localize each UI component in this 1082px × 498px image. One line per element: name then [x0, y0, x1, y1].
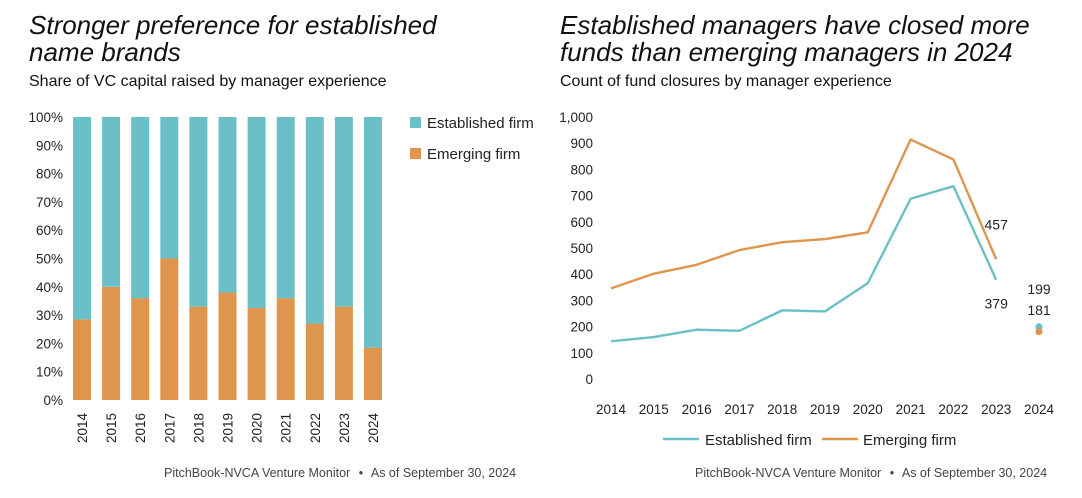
- bar-established-firm: [160, 117, 179, 259]
- right-source-separator: •: [889, 466, 895, 480]
- y-tick-label: 900: [570, 136, 593, 151]
- x-tick-label: 2017: [162, 413, 177, 443]
- left-title-line-2: name brands: [29, 37, 181, 67]
- left-chart-subtitle: Share of VC capital raised by manager ex…: [29, 73, 387, 90]
- x-tick-label: 2019: [221, 413, 236, 443]
- y-tick-label: 400: [570, 267, 593, 282]
- right-source-line: PitchBook-NVCA Venture Monitor • As of S…: [695, 466, 1047, 480]
- y-tick-label: 60%: [36, 223, 63, 238]
- x-tick-label: 2014: [596, 402, 627, 417]
- y-tick-label: 0: [585, 372, 593, 387]
- x-tick-label: 2019: [810, 402, 840, 417]
- bar-emerging-firm: [305, 323, 324, 400]
- x-tick-label: 2015: [639, 402, 669, 417]
- x-tick-label: 2016: [133, 413, 148, 443]
- x-tick-label: 2015: [104, 413, 119, 443]
- y-tick-label: 10%: [36, 365, 63, 380]
- bar-established-firm: [131, 117, 150, 299]
- y-tick-label: 200: [570, 320, 593, 335]
- y-tick-label: 0%: [43, 393, 63, 408]
- x-tick-label: 2018: [767, 402, 797, 417]
- bar-established-firm: [276, 117, 295, 299]
- y-tick-label: 70%: [36, 195, 63, 210]
- point-emerging-firm-2024: [1035, 327, 1043, 336]
- x-tick-label: 2020: [250, 413, 265, 443]
- y-tick-label: 600: [570, 215, 593, 230]
- x-tick-label: 2023: [337, 413, 352, 443]
- bar-established-firm: [247, 117, 266, 309]
- bar-established-firm: [102, 117, 121, 287]
- line-established-firm: [610, 184, 998, 343]
- bar-emerging-firm: [73, 319, 91, 400]
- y-tick-label: 700: [570, 189, 593, 204]
- y-tick-label: 90%: [36, 138, 63, 153]
- x-tick-label: 2021: [896, 402, 926, 417]
- bar-emerging-firm: [102, 286, 121, 400]
- bar-established-firm: [334, 117, 353, 307]
- bar-established-firm: [364, 117, 382, 348]
- bar-established-firm: [73, 117, 91, 320]
- x-tick-label: 2020: [853, 402, 883, 417]
- bar-emerging-firm: [160, 258, 179, 400]
- left-chart-title: Stronger preference for established name…: [29, 12, 437, 66]
- bar-emerging-firm: [247, 308, 266, 400]
- left-chart-panel: Stronger preference for established name…: [0, 0, 540, 498]
- x-tick-label: 2021: [279, 413, 294, 443]
- y-tick-label: 20%: [36, 336, 63, 351]
- y-tick-label: 100: [570, 346, 593, 361]
- right-title-line-2: funds than emerging managers in 2024: [560, 37, 1013, 67]
- left-as-of-date: As of September 30, 2024: [370, 466, 517, 480]
- bar-emerging-firm: [189, 306, 208, 400]
- x-tick-label: 2016: [682, 402, 712, 417]
- data-label-established-2023: 379: [985, 296, 1009, 312]
- right-source: PitchBook-NVCA Venture Monitor: [695, 466, 882, 480]
- right-chart-panel: Established managers have closed more fu…: [541, 0, 1082, 498]
- line-emerging-firm: [610, 138, 998, 290]
- left-source-separator: •: [358, 466, 364, 480]
- legend-label-established: Established firm: [427, 115, 534, 132]
- legend-swatch-established: [410, 117, 421, 128]
- bar-emerging-firm: [131, 298, 150, 400]
- x-tick-label: 2024: [1024, 402, 1055, 417]
- left-source: PitchBook-NVCA Venture Monitor: [164, 466, 351, 480]
- y-tick-label: 100%: [28, 110, 63, 125]
- y-tick-label: 500: [570, 241, 593, 256]
- legend-label-established: Established firm: [705, 432, 812, 449]
- bar-emerging-firm: [364, 347, 382, 400]
- right-as-of-date: As of September 30, 2024: [901, 466, 1048, 480]
- x-tick-label: 2024: [366, 412, 381, 443]
- data-label-established-2024: 199: [1027, 281, 1051, 297]
- bar-emerging-firm: [276, 298, 295, 400]
- x-tick-label: 2014: [75, 412, 90, 443]
- y-tick-label: 300: [570, 293, 593, 308]
- stacked-bar-chart: 0% 10% 20% 30% 40% 50% 60% 70% 80% 90% 100% 2014 201…: [28, 110, 534, 443]
- left-source-line: PitchBook-NVCA Venture Monitor • As of S…: [164, 466, 516, 480]
- y-tick-label: 800: [570, 162, 593, 177]
- x-tick-label: 2022: [308, 413, 323, 443]
- legend-label-emerging: Emerging firm: [863, 432, 956, 449]
- bar-emerging-firm: [334, 306, 353, 400]
- x-tick-label: 2022: [938, 402, 968, 417]
- bar-established-firm: [305, 117, 324, 324]
- x-tick-label: 2023: [981, 402, 1011, 417]
- legend-swatch-emerging: [410, 148, 421, 159]
- y-tick-label: 80%: [36, 167, 63, 182]
- y-tick-label: 1,000: [559, 110, 593, 125]
- line-chart: 0 100 200 300 400 500 600 700 800 900 1,000 2014 201…: [559, 110, 1055, 449]
- bar-established-firm: [218, 117, 237, 293]
- y-tick-label: 30%: [36, 308, 63, 323]
- legend-label-emerging: Emerging firm: [427, 146, 520, 163]
- right-chart-subtitle: Count of fund closures by manager experi…: [560, 73, 892, 90]
- y-tick-label: 50%: [36, 252, 63, 267]
- bar-emerging-firm: [218, 292, 237, 400]
- data-label-emerging-2023: 457: [985, 216, 1009, 232]
- bar-established-firm: [189, 117, 208, 307]
- data-label-emerging-2024: 181: [1027, 302, 1051, 318]
- y-tick-label: 40%: [36, 280, 63, 295]
- x-tick-label: 2017: [724, 402, 754, 417]
- right-chart-title: Established managers have closed more fu…: [560, 12, 1030, 66]
- x-tick-label: 2018: [191, 413, 206, 443]
- right-title-line-1: Established managers have closed more: [560, 10, 1030, 40]
- left-title-line-1: Stronger preference for established: [29, 10, 437, 40]
